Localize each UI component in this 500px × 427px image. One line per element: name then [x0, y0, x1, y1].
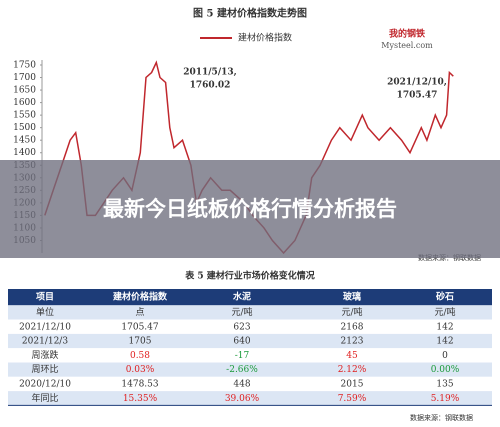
y-tick-label: 1400 — [13, 148, 36, 158]
table-cell: 142 — [436, 322, 453, 332]
table-cell: 年同比 — [31, 392, 58, 404]
table-cell: -2.66% — [226, 365, 258, 375]
table-cell: 142 — [436, 337, 453, 347]
table-header: 水泥 — [233, 291, 251, 303]
y-tick-label: 1600 — [13, 98, 36, 108]
table-title: 表 5 建材行业市场价格变化情况 — [184, 270, 315, 282]
table-cell: 周环比 — [31, 363, 58, 375]
logo: Mysteel.com — [381, 41, 433, 50]
table-cell: 点 — [135, 307, 144, 318]
table-cell: 5.19% — [431, 394, 460, 404]
annotation: 1760.02 — [190, 81, 231, 91]
table-cell: 2.12% — [338, 365, 367, 375]
chart-title: 图 5 建材价格指数走势图 — [193, 7, 307, 20]
table-cell: 623 — [233, 322, 250, 332]
annotation: 1705.47 — [397, 91, 438, 101]
legend-label: 建材价格指数 — [238, 32, 292, 44]
table-row-bg — [8, 391, 492, 406]
table-row-bg — [8, 333, 492, 349]
table-header: 建材价格指数 — [113, 291, 168, 303]
table-cell: 640 — [233, 337, 250, 347]
table-cell: 39.06% — [225, 394, 260, 404]
table-row-bg — [8, 362, 492, 377]
table-cell: 2123 — [341, 337, 364, 347]
table-source: 数据来源：钢联数据 — [410, 413, 473, 422]
y-tick-label: 1550 — [13, 111, 36, 121]
table-cell: 元/吨 — [434, 306, 455, 318]
annotation: 2021/12/10, — [387, 78, 447, 88]
table-cell: 0.03% — [126, 365, 155, 375]
table-cell: 448 — [233, 379, 250, 389]
annotation: 2011/5/13, — [183, 68, 237, 78]
table-cell: 2020/12/10 — [19, 379, 71, 389]
y-tick-label: 1650 — [13, 86, 36, 96]
table-row-bg — [8, 305, 492, 320]
table-row-bg — [8, 319, 492, 334]
logo: 我的钢铁 — [389, 28, 425, 40]
y-tick-label: 1700 — [13, 73, 36, 83]
table-cell: 2021/12/10 — [19, 322, 71, 332]
table-cell: 周涨跌 — [31, 350, 58, 361]
table-cell: 2168 — [341, 322, 364, 332]
table-cell: 7.59% — [338, 394, 367, 404]
table-cell: 0.58 — [130, 351, 150, 361]
y-tick-label: 1750 — [13, 61, 36, 71]
table-header: 砂石 — [436, 291, 454, 303]
table-row-bg — [8, 376, 492, 392]
banner-title: 最新今日纸板价格行情分析报告 — [103, 197, 397, 221]
y-tick-label: 1450 — [13, 136, 36, 146]
table-cell: 45 — [346, 351, 358, 361]
table-cell: 单位 — [36, 306, 54, 318]
table-cell: 0.00% — [431, 365, 460, 375]
table-cell: 元/吨 — [341, 306, 362, 318]
table-cell: 2015 — [341, 379, 364, 389]
table-cell: 15.35% — [123, 394, 158, 404]
table-cell: -17 — [235, 351, 250, 361]
table-cell: 0 — [442, 351, 448, 361]
table-header: 玻璃 — [343, 291, 361, 303]
y-tick-label: 1500 — [13, 123, 36, 133]
table-cell: 1705.47 — [121, 322, 158, 332]
table-cell: 元/吨 — [231, 306, 252, 318]
table-cell: 2021/12/3 — [22, 337, 68, 347]
table-row-bg — [8, 348, 492, 363]
table-header: 项目 — [36, 292, 54, 303]
banner: 最新今日纸板价格行情分析报告 — [0, 160, 500, 258]
table-cell: 1478.53 — [121, 379, 158, 389]
table-header-bg — [8, 289, 492, 306]
table-cell: 1705 — [129, 337, 152, 347]
table-cell: 135 — [436, 379, 453, 389]
